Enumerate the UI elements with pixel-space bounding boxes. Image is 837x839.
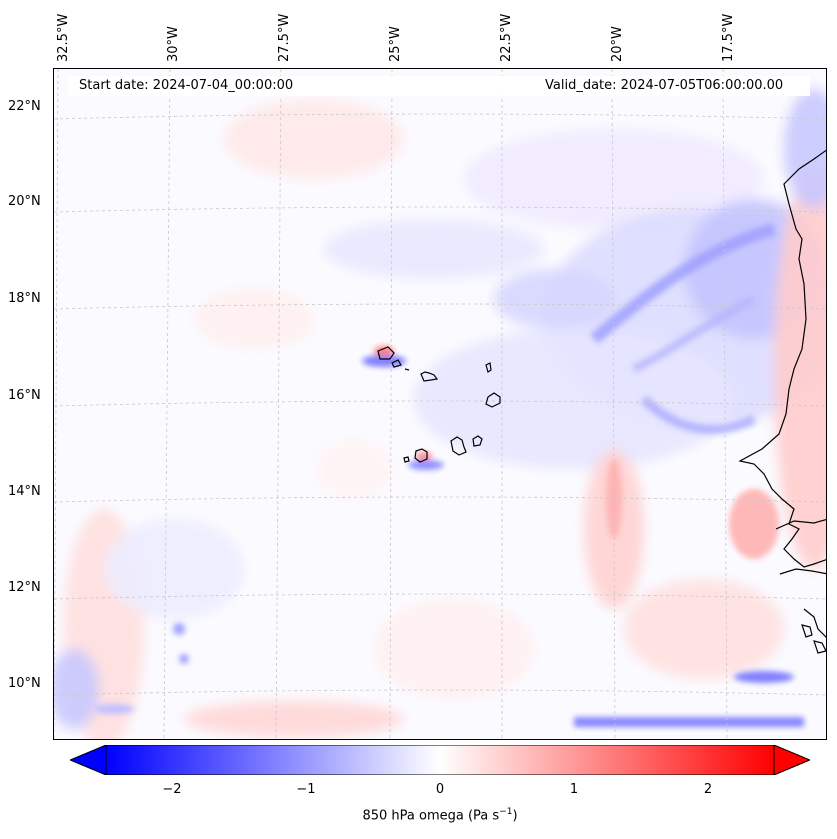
colorbar-tick-1: 1	[569, 782, 579, 797]
colorbar-tick-minus1: −1	[296, 782, 316, 797]
coastline	[738, 149, 826, 654]
lat-label-18n: 18°N	[8, 291, 41, 306]
colorbar-extend-low	[70, 745, 107, 775]
valid-date: Valid_date: 2024-07-05T06:00:00.00	[545, 78, 784, 93]
lon-label-32-5w: 32.5°W	[56, 13, 71, 62]
lat-label-22n: 22°N	[8, 99, 41, 114]
lon-label-25w: 25°W	[388, 26, 403, 62]
colorbar-tick-minus2: −2	[162, 782, 182, 797]
island-santa-luzia	[404, 368, 410, 371]
start-date: Start date: 2024-07-04_00:00:00	[79, 78, 294, 93]
colorbar-tick-2: 2	[703, 782, 713, 797]
lat-label-16n: 16°N	[8, 388, 41, 403]
lat-label-10n: 10°N	[8, 676, 41, 691]
lat-label-12n: 12°N	[8, 580, 41, 595]
island-boa-vista	[485, 392, 501, 408]
colorbar-tick-0: 0	[435, 782, 445, 797]
lon-label-20w: 20°W	[610, 26, 625, 62]
island-santo-antao	[377, 346, 395, 360]
omega-field	[54, 69, 826, 739]
omega-blobs	[54, 89, 826, 739]
lon-label-27-5w: 27.5°W	[277, 13, 292, 62]
colorbar-label: 850 hPa omega (Pa s−1)	[362, 807, 518, 824]
island-brava	[403, 456, 410, 463]
map-panel[interactable]	[53, 68, 827, 740]
date-strip	[68, 76, 810, 96]
island-sao-vicente	[391, 359, 402, 368]
colorbar	[70, 745, 810, 775]
island-maio	[472, 435, 483, 447]
lon-label-17-5w: 17.5°W	[721, 13, 736, 62]
lat-label-14n: 14°N	[8, 484, 41, 499]
omega-bands	[94, 223, 804, 727]
island-sal	[485, 362, 492, 373]
island-fogo	[414, 448, 428, 463]
islands	[377, 346, 501, 463]
island-santiago	[450, 436, 467, 456]
island-sao-nicolau	[420, 371, 439, 382]
lon-label-22-5w: 22.5°W	[499, 13, 514, 62]
colorbar-extend-high	[773, 745, 810, 775]
gridlines	[54, 69, 826, 739]
lat-label-20n: 20°N	[8, 194, 41, 209]
colorbar-gradient	[105, 745, 775, 775]
lon-label-30w: 30°W	[166, 26, 181, 62]
